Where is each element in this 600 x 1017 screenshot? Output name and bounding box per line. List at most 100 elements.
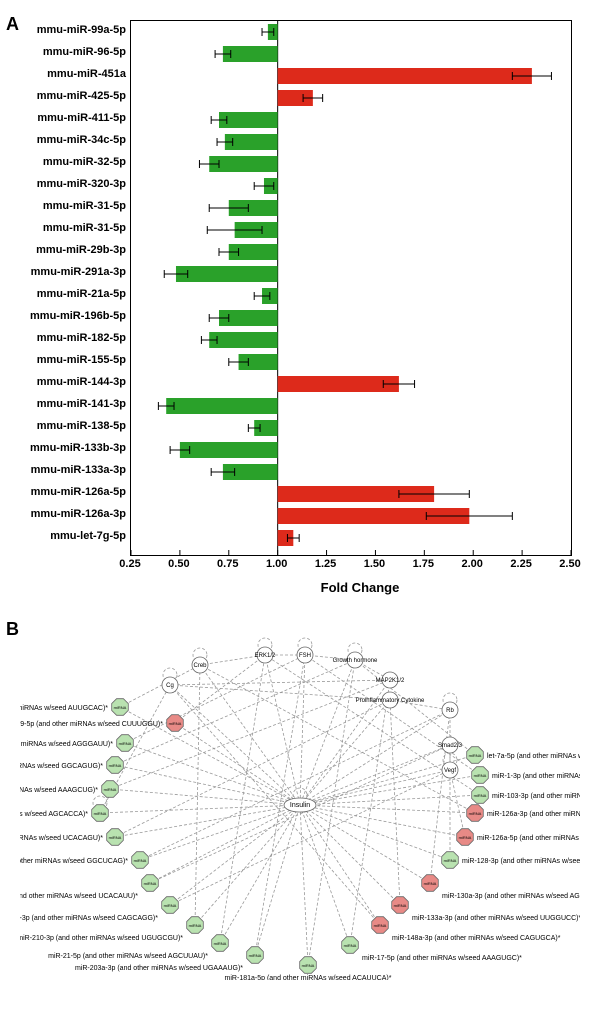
y-label: mmu-miR-196b-5p	[8, 311, 126, 322]
y-label: mmu-miR-411-5p	[8, 113, 126, 124]
node-label: miRNA	[444, 858, 457, 863]
mirna-label: miR-27a-3p (and other miRNAs w/seed UCAC…	[20, 835, 103, 842]
bar	[166, 398, 277, 414]
node-label: FSH	[299, 653, 311, 659]
node-label: ERK1/2	[255, 653, 276, 659]
node-label: miRNA	[302, 963, 315, 968]
y-label: mmu-miR-99a-5p	[8, 25, 126, 36]
y-label: mmu-miR-451a	[8, 69, 126, 80]
mirna-label: miR-541-5p (and other miRNAs w/seed AGGG…	[20, 741, 113, 748]
bar	[176, 266, 278, 282]
bar	[209, 332, 277, 348]
panel-b-label: B	[6, 619, 19, 640]
y-label: mmu-miR-291a-3p	[8, 267, 126, 278]
y-label: mmu-miR-182-5p	[8, 333, 126, 344]
node-label: miRNA	[344, 943, 357, 948]
node-label: miRNA	[459, 835, 472, 840]
mirna-label: miR-92a-3p (and other miRNAs w/seed AUUG…	[20, 705, 108, 712]
mirna-label: miR-130a-3p (and other miRNAs w/seed AGU…	[442, 893, 580, 900]
x-tick-label: 2.50	[559, 558, 580, 570]
node-label: Creb	[193, 663, 207, 669]
network-diagram: Insulin Creb ERK1/2 FSH Growth hormone MAP2K1…	[20, 625, 580, 980]
node-label: miRNA	[144, 881, 157, 886]
y-label: mmu-miR-138-5p	[8, 421, 126, 432]
fold-change-chart	[130, 20, 572, 556]
node-label: miRNA	[394, 903, 407, 908]
mirna-label: let-7a-5p (and other miRNAs w/seed GAGGU…	[487, 753, 580, 760]
mirna-label: miR-148a-3p (and other miRNAs w/seed CAG…	[392, 935, 561, 942]
y-label: mmu-miR-34c-5p	[8, 135, 126, 146]
node-label: miRNA	[249, 953, 262, 958]
y-label: mmu-miR-96-5p	[8, 47, 126, 58]
y-label: mmu-miR-126a-3p	[8, 509, 126, 520]
y-label: mmu-miR-29b-3p	[8, 245, 126, 256]
bar	[278, 376, 399, 392]
node-label: miRNA	[109, 835, 122, 840]
node-label: miRNA	[114, 705, 127, 710]
bar	[219, 112, 278, 128]
mirna-label: miR-1-3p (and other miRNAs w/seed GGAAUG…	[492, 773, 580, 780]
x-tick-label: 1.25	[315, 558, 336, 570]
node-label: miRNA	[469, 753, 482, 758]
x-tick-label: 2.00	[462, 558, 483, 570]
x-tick-label: 0.50	[168, 558, 189, 570]
node-label: miRNA	[374, 923, 387, 928]
node-label: Growth hormone	[333, 658, 378, 664]
mirna-label: miR-24-3p (and other miRNAs w/seed GGCUC…	[20, 858, 128, 865]
mirna-label: miR-29b-3p (and other miRNAs w/seed AGCA…	[20, 811, 88, 818]
y-label: mmu-miR-425-5p	[8, 91, 126, 102]
y-label: mmu-miR-144-3p	[8, 377, 126, 388]
panel-b: B InsulinCrebERK1/2FSHGrowth hormoneMAP2…	[10, 625, 590, 980]
mirna-label: miR-23a-3p (and other miRNAs w/seed UCAC…	[20, 893, 138, 900]
y-label: mmu-let-7g-5p	[8, 531, 126, 542]
node-label: miRNA	[164, 903, 177, 908]
node-label: Vegf	[444, 768, 456, 774]
x-axis-title: Fold Change	[130, 580, 590, 595]
bar	[278, 68, 532, 84]
node-label: MAP2K1/2	[376, 678, 405, 684]
x-tick-label: 0.75	[217, 558, 238, 570]
mirna-label: miR-133a-3p (and other miRNAs w/seed UUG…	[412, 915, 580, 922]
mirna-label: miR-320b (and other miRNAs w/seed AAAGCU…	[20, 787, 98, 794]
node-label: miRNA	[134, 858, 147, 863]
node-label: Proinflammatory Cytokine	[356, 698, 425, 704]
node-label: Cg	[166, 683, 174, 689]
mirna-label: miR-210-3p (and other miRNAs w/seed UGUG…	[20, 935, 183, 942]
bar	[180, 442, 278, 458]
y-label: mmu-miR-141-3p	[8, 399, 126, 410]
x-tick-label: 0.25	[119, 558, 140, 570]
node-label: miRNA	[469, 811, 482, 816]
node-label: miRNA	[94, 811, 107, 816]
y-label: mmu-miR-133a-3p	[8, 465, 126, 476]
x-tick-label: 2.25	[510, 558, 531, 570]
node-label: miRNA	[119, 741, 132, 746]
y-label: mmu-miR-31-5p	[8, 223, 126, 234]
mirna-label: miR-34a-5p (and other miRNAs w/seed GGCA…	[20, 763, 103, 770]
y-axis-labels: mmu-miR-99a-5p mmu-miR-96-5p mmu-miR-451a m…	[10, 20, 128, 554]
node-label: miRNA	[474, 773, 487, 778]
mirna-label: miR-126a-5p (and other miRNAs w/seed AUU…	[477, 835, 580, 842]
x-tick-label: 1.50	[364, 558, 385, 570]
mirna-label: miR-203a-3p (and other miRNAs w/seed UGA…	[75, 965, 243, 972]
node-label: Insulin	[290, 802, 310, 809]
y-label: mmu-miR-31-5p	[8, 201, 126, 212]
x-axis-ticks: 0.250.500.751.001.251.501.752.002.252.50	[130, 556, 570, 572]
mirna-label: miR-9-5p (and other miRNAs w/seed CUUUGG…	[20, 721, 163, 728]
node-label: miRNA	[189, 923, 202, 928]
node-label: miRNA	[169, 721, 182, 726]
y-label: mmu-miR-320-3p	[8, 179, 126, 190]
mirna-label: miR-128-3p (and other miRNAs w/seed CACA…	[462, 858, 580, 865]
node-label: miRNA	[474, 793, 487, 798]
node-label: miRNA	[109, 763, 122, 768]
y-label: mmu-miR-133b-3p	[8, 443, 126, 454]
x-tick-label: 1.75	[413, 558, 434, 570]
node-label: miRNA	[214, 941, 227, 946]
node-label: Smad2/3	[438, 743, 463, 749]
mirna-label: miR-21-5p (and other miRNAs w/seed AGCUU…	[48, 953, 208, 960]
mirna-label: miR-17-5p (and other miRNAs w/seed AAAGU…	[362, 955, 522, 962]
node-label: miRNA	[424, 881, 437, 886]
mirna-label: miR-214-3p (and other miRNAs w/seed CAGC…	[20, 915, 158, 922]
node-label: Rb	[446, 708, 454, 714]
mirna-label: miR-181a-5p (and other miRNAs w/seed ACA…	[225, 975, 392, 980]
node-label: miRNA	[104, 787, 117, 792]
